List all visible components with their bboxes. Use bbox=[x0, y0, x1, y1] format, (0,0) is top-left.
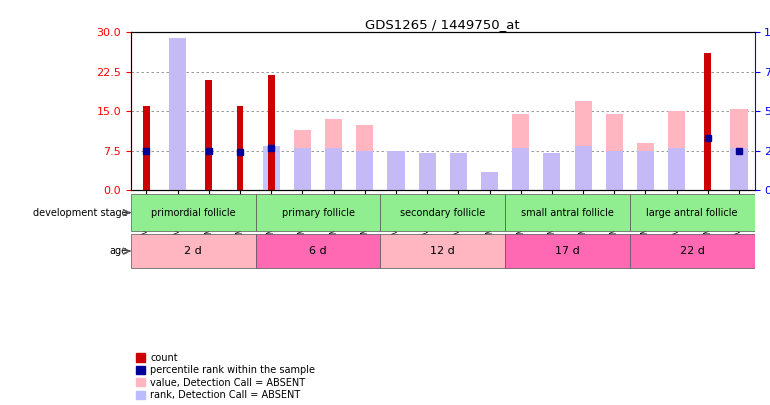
Bar bbox=[450, 153, 467, 190]
Text: large antral follicle: large antral follicle bbox=[647, 208, 738, 217]
Bar bbox=[206, 80, 213, 190]
Bar bbox=[668, 148, 685, 190]
Bar bbox=[544, 153, 561, 190]
Bar bbox=[668, 111, 685, 190]
Bar bbox=[380, 234, 505, 268]
Title: GDS1265 / 1449750_at: GDS1265 / 1449750_at bbox=[366, 18, 520, 31]
Bar bbox=[419, 153, 436, 190]
Text: primary follicle: primary follicle bbox=[282, 208, 354, 217]
Bar bbox=[630, 194, 755, 231]
Bar bbox=[387, 151, 404, 190]
Bar bbox=[294, 148, 311, 190]
Bar bbox=[481, 172, 498, 190]
Bar bbox=[256, 234, 380, 268]
Bar bbox=[387, 151, 404, 190]
Bar bbox=[505, 194, 630, 231]
Bar bbox=[630, 234, 755, 268]
Bar bbox=[325, 119, 342, 190]
Bar bbox=[544, 153, 561, 190]
Bar bbox=[637, 143, 654, 190]
Bar bbox=[731, 148, 748, 190]
Bar bbox=[731, 109, 748, 190]
Bar bbox=[380, 194, 505, 231]
Text: 6 d: 6 d bbox=[310, 246, 326, 256]
Bar bbox=[131, 234, 256, 268]
Text: small antral follicle: small antral follicle bbox=[521, 208, 614, 217]
Bar bbox=[574, 145, 591, 190]
Text: 17 d: 17 d bbox=[555, 246, 580, 256]
Bar bbox=[357, 151, 373, 190]
Bar bbox=[143, 106, 150, 190]
Bar bbox=[505, 234, 630, 268]
Bar bbox=[236, 106, 243, 190]
Text: primordial follicle: primordial follicle bbox=[151, 208, 236, 217]
Bar bbox=[169, 38, 186, 190]
Bar bbox=[705, 53, 711, 190]
Bar bbox=[268, 75, 275, 190]
Bar bbox=[256, 194, 380, 231]
Bar bbox=[574, 101, 591, 190]
Bar bbox=[419, 153, 436, 190]
Bar bbox=[606, 114, 623, 190]
Bar bbox=[357, 125, 373, 190]
Bar bbox=[263, 145, 280, 190]
Text: age: age bbox=[109, 246, 128, 256]
Bar bbox=[169, 38, 186, 190]
Text: 2 d: 2 d bbox=[184, 246, 203, 256]
Bar bbox=[325, 148, 342, 190]
Legend: count, percentile rank within the sample, value, Detection Call = ABSENT, rank, : count, percentile rank within the sample… bbox=[136, 353, 316, 400]
Text: secondary follicle: secondary follicle bbox=[400, 208, 485, 217]
Bar bbox=[481, 172, 498, 190]
Bar bbox=[512, 148, 529, 190]
Bar bbox=[294, 130, 311, 190]
Text: 12 d: 12 d bbox=[430, 246, 455, 256]
Bar bbox=[450, 153, 467, 190]
Bar bbox=[606, 151, 623, 190]
Text: 22 d: 22 d bbox=[680, 246, 705, 256]
Bar bbox=[637, 151, 654, 190]
Text: development stage: development stage bbox=[33, 208, 128, 217]
Bar bbox=[512, 114, 529, 190]
Bar bbox=[131, 194, 256, 231]
